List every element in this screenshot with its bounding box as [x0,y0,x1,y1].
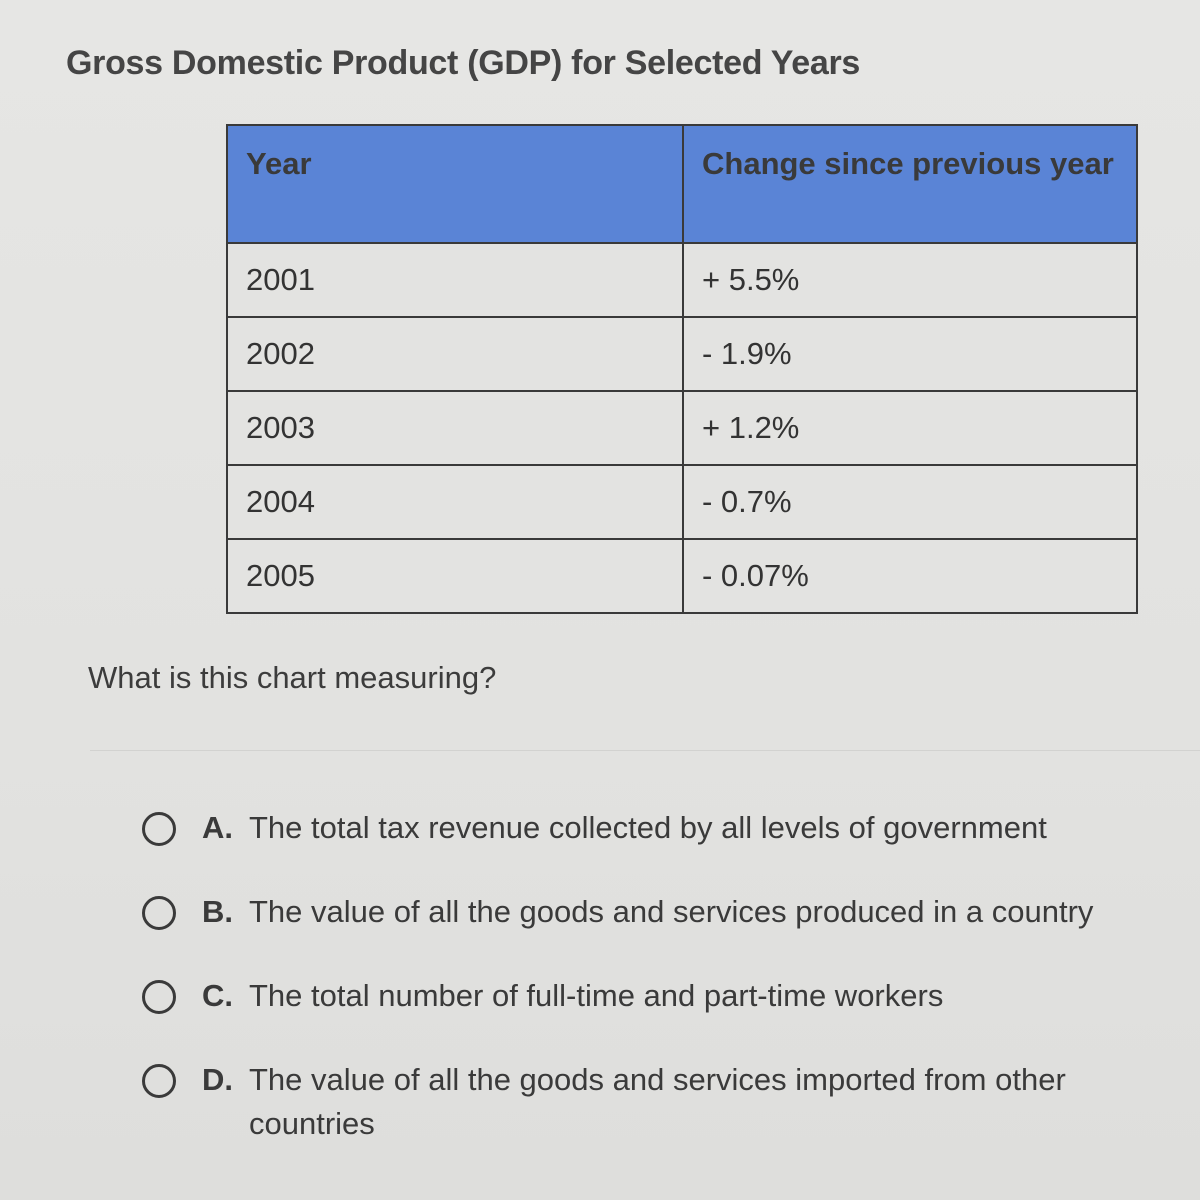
radio-button-a[interactable] [142,812,176,846]
table-row: 2002 - 1.9% [226,316,1138,392]
table-row: 2005 - 0.07% [226,538,1138,614]
divider [90,750,1200,751]
option-letter: C. [202,978,233,1013]
option-c[interactable]: C. The total number of full-time and par… [142,974,1192,1058]
table-row: 2004 - 0.7% [226,464,1138,540]
year-cell: 2005 [226,538,684,614]
chart-title: Gross Domestic Product (GDP) for Selecte… [66,44,860,82]
option-label: The value of all the goods and services … [249,894,1094,929]
radio-button-b[interactable] [142,896,176,930]
year-cell: 2003 [226,390,684,466]
radio-button-c[interactable] [142,980,176,1014]
option-letter: B. [202,894,233,929]
change-cell: + 5.5% [682,242,1138,318]
option-label: The total number of full-time and part-t… [249,978,944,1013]
radio-button-d[interactable] [142,1064,176,1098]
change-cell: - 0.7% [682,464,1138,540]
table-header-row: Year Change since previous year [226,124,1138,244]
option-label: The total tax revenue collected by all l… [249,810,1047,845]
answer-options: A. The total tax revenue collected by al… [142,806,1192,1142]
option-d[interactable]: D. The value of all the goods and servic… [142,1058,1192,1142]
option-letter: A. [202,810,233,845]
change-cell: + 1.2% [682,390,1138,466]
change-cell: - 1.9% [682,316,1138,392]
option-a[interactable]: A. The total tax revenue collected by al… [142,806,1192,890]
gdp-table: Year Change since previous year 2001 + 5… [226,124,1138,614]
option-label: The value of all the goods and services … [249,1062,1066,1141]
question-text: What is this chart measuring? [88,660,497,695]
option-b[interactable]: B. The value of all the goods and servic… [142,890,1192,974]
table-row: 2001 + 5.5% [226,242,1138,318]
year-cell: 2001 [226,242,684,318]
column-header-year: Year [226,124,684,244]
table-row: 2003 + 1.2% [226,390,1138,466]
change-cell: - 0.07% [682,538,1138,614]
year-cell: 2002 [226,316,684,392]
column-header-change: Change since previous year [682,124,1138,244]
option-letter: D. [202,1062,233,1097]
year-cell: 2004 [226,464,684,540]
